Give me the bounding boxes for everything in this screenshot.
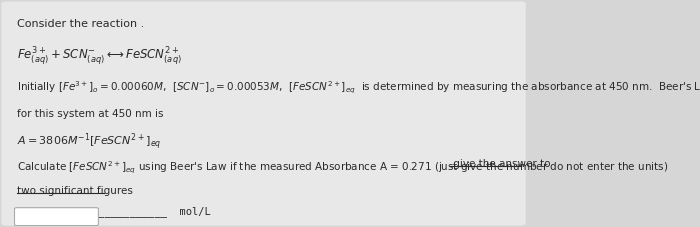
Text: two significant figures: two significant figures (17, 186, 133, 196)
Text: ________________________  mol/L: ________________________ mol/L (17, 207, 211, 217)
FancyBboxPatch shape (1, 1, 526, 226)
Text: Consider the reaction .: Consider the reaction . (17, 19, 144, 29)
Text: $Fe^{3+}_{(aq)} + SCN^{-}_{(aq)} \longleftrightarrow FeSCN^{2+}_{(aq)}$: $Fe^{3+}_{(aq)} + SCN^{-}_{(aq)} \longle… (17, 46, 182, 68)
Text: for this system at 450 nm is: for this system at 450 nm is (17, 109, 164, 119)
Text: Initially $\left[Fe^{3+}\right]_o = 0.00060M$,  $\left[SCN^{-}\right]_o = 0.0005: Initially $\left[Fe^{3+}\right]_o = 0.00… (17, 80, 700, 96)
FancyBboxPatch shape (15, 208, 99, 226)
Text: give the answer to: give the answer to (449, 159, 550, 170)
Text: $A = 3806M^{-1}\left[FeSCN^{2+}\right]_{eq}$: $A = 3806M^{-1}\left[FeSCN^{2+}\right]_{… (17, 131, 162, 153)
Text: Calculate $\left[FeSCN^{2+}\right]_{eq}$ using Beer's Law if the measured Absorb: Calculate $\left[FeSCN^{2+}\right]_{eq}$… (17, 159, 668, 176)
